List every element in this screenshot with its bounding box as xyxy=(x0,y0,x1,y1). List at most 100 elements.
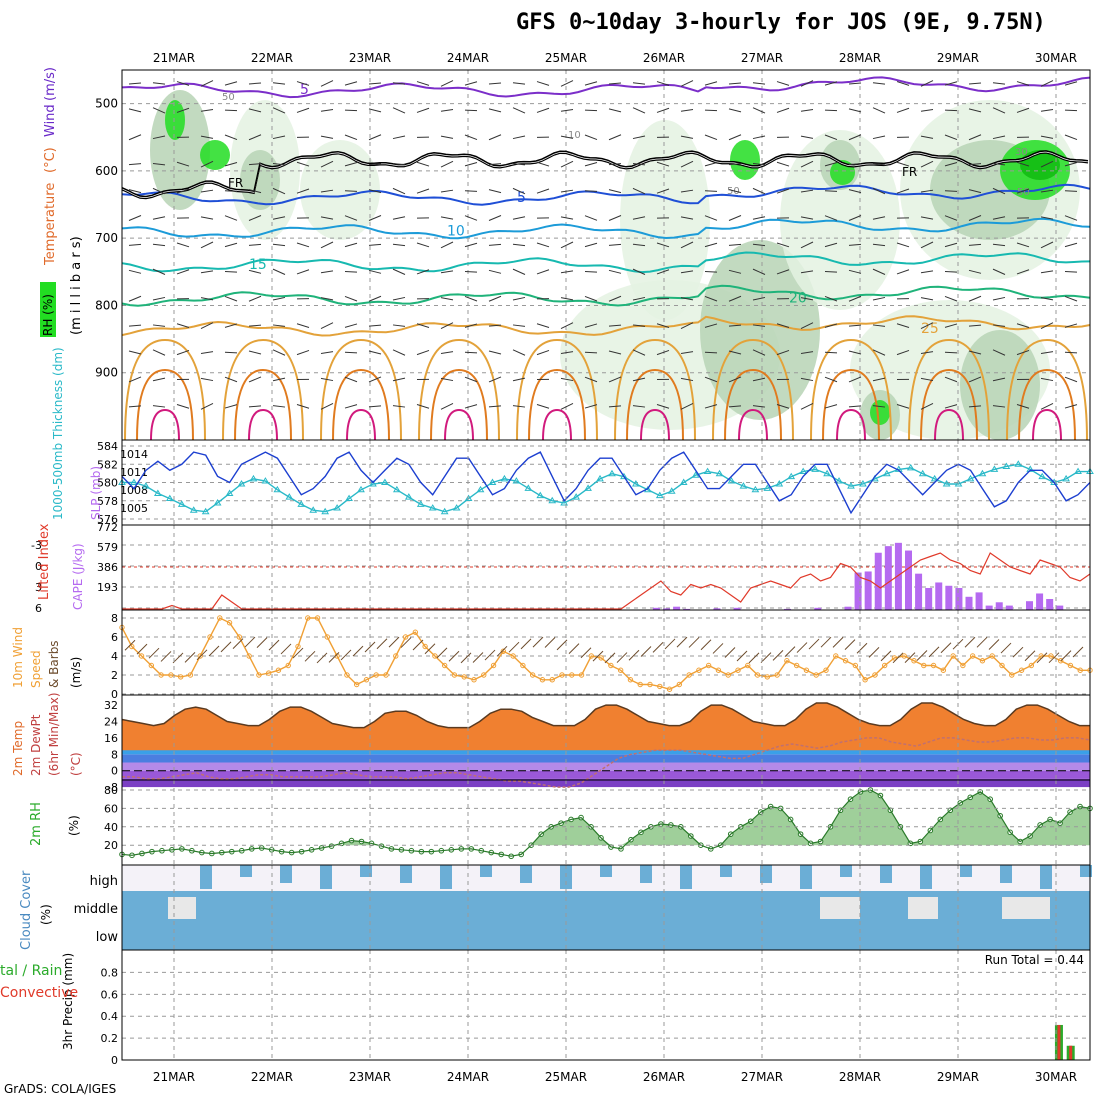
wind-barb xyxy=(224,134,238,141)
credit-label: GrADS: COLA/IGES xyxy=(4,1082,117,1096)
wind-barb xyxy=(968,215,982,221)
thickness-slp-marker xyxy=(273,485,282,493)
wind-barb xyxy=(1040,351,1054,354)
wind-barb xyxy=(1040,403,1054,410)
wind10m-barb xyxy=(388,636,400,648)
wind-barb xyxy=(728,376,742,383)
wind-barb xyxy=(800,108,814,112)
upper-side-label: Wind xyxy=(43,104,58,137)
thickness-ytick: 580 xyxy=(97,477,118,490)
wind-barb xyxy=(560,241,574,249)
wind-barb xyxy=(992,268,1006,275)
wind-barb xyxy=(896,323,910,329)
wind-barb xyxy=(392,405,406,408)
thickness-slp-marker xyxy=(333,504,341,511)
wind-barb xyxy=(584,376,598,383)
slp-ytick: 1005 xyxy=(120,502,148,515)
wind-barb xyxy=(488,295,502,302)
wind-barb xyxy=(176,349,190,356)
wind-barb xyxy=(248,189,262,194)
wind10m-barb xyxy=(964,636,976,648)
wind10m-barb xyxy=(244,636,256,648)
slp-ytick: 1008 xyxy=(120,484,148,497)
wind-barb xyxy=(1040,189,1054,193)
wind-barb xyxy=(824,81,838,86)
wind-barb xyxy=(536,403,550,409)
temp-line xyxy=(121,702,1090,729)
wind10m-barb xyxy=(316,652,328,664)
wind-ylabel: (m/s) xyxy=(69,657,83,688)
wind-barb xyxy=(200,403,214,410)
wind10m-barb xyxy=(148,647,160,659)
cloud-high-cell xyxy=(1040,865,1052,889)
wind-barb xyxy=(248,243,262,246)
isotherm-label: 5 xyxy=(300,82,309,98)
wind-barb xyxy=(512,349,526,356)
thickness-slp-marker xyxy=(189,506,198,513)
wind-barb xyxy=(728,189,742,194)
li-ytick: 6 xyxy=(35,602,42,615)
wind10m-barb xyxy=(448,650,460,662)
wind-barb xyxy=(200,108,214,112)
wind-barb xyxy=(992,324,1006,327)
wind-barb xyxy=(1040,322,1054,329)
date-label-bottom: 30MAR xyxy=(1035,1070,1077,1084)
precip-ytick: 0 xyxy=(111,1054,118,1067)
wind-barb xyxy=(992,296,1006,301)
wind-barb xyxy=(416,349,430,356)
cape-bar xyxy=(663,608,670,610)
wind10m-barb xyxy=(292,647,304,659)
date-label-bottom: 26MAR xyxy=(643,1070,685,1084)
temp-band xyxy=(122,778,1090,788)
thickness-slp-marker xyxy=(906,463,915,471)
cloud-high-cell xyxy=(880,865,892,883)
wind-barb xyxy=(824,190,838,192)
wind-barb xyxy=(224,109,238,112)
thickness-slp-marker xyxy=(679,478,688,485)
cloud-high-cell xyxy=(400,865,412,883)
wind-barb xyxy=(512,268,526,275)
wind10m-barb xyxy=(748,652,760,664)
wind-barb xyxy=(944,81,958,86)
wind-barb xyxy=(560,160,574,168)
rh-shading xyxy=(300,140,380,240)
wind-barb xyxy=(440,160,454,168)
thickness-slp-marker xyxy=(536,491,545,499)
thickness-ylabel: 1000-500mb Thickness (dm) xyxy=(51,347,65,520)
warm-isotherm xyxy=(614,338,696,441)
wind-barb xyxy=(632,243,646,247)
wind-barb xyxy=(224,271,238,273)
cloud-high-cell xyxy=(520,865,532,883)
wind-barb xyxy=(704,404,718,409)
wind-barb xyxy=(704,81,718,86)
wind-barb xyxy=(488,82,502,85)
date-label-top: 25MAR xyxy=(545,51,587,65)
wind-barb xyxy=(488,324,502,327)
wind-barb xyxy=(128,295,142,302)
wind-barb xyxy=(776,323,790,329)
cape-bar xyxy=(995,602,1003,610)
wind-barb xyxy=(248,295,262,302)
wind-barb xyxy=(1016,323,1030,329)
wind-barb xyxy=(536,107,550,113)
thickness-slp-marker xyxy=(297,500,306,507)
wind-barb xyxy=(224,295,238,302)
wind-barb xyxy=(704,323,718,328)
wind-barb xyxy=(152,243,166,247)
wind-barb xyxy=(224,81,238,86)
wind-barb xyxy=(968,350,982,355)
wind-barb xyxy=(776,161,790,167)
wind-barb xyxy=(488,215,502,221)
wind-barb xyxy=(128,189,142,194)
wind-barb xyxy=(920,270,934,274)
wind-barb xyxy=(608,163,622,166)
wind10m-barb xyxy=(832,637,844,648)
wind-barb xyxy=(128,324,142,327)
wind-barb xyxy=(656,107,670,113)
wind-barb xyxy=(920,403,934,410)
wind-barb xyxy=(440,403,454,410)
wind-barb xyxy=(704,162,718,167)
thickness-slp-marker xyxy=(249,474,258,482)
precip-conv-bar xyxy=(1069,1045,1073,1060)
precip-frame xyxy=(121,949,1091,1061)
